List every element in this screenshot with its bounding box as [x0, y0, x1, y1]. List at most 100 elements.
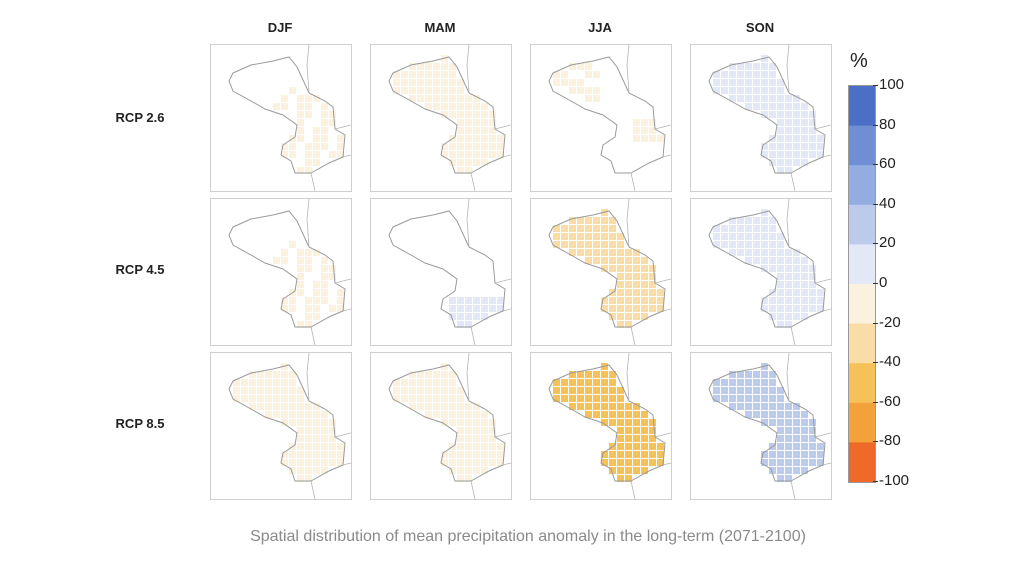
grid-cell [617, 435, 624, 442]
grid-cell [753, 241, 760, 248]
grid-cell [633, 435, 640, 442]
grid-cell [281, 387, 288, 394]
grid-cell [289, 305, 296, 312]
grid-cell [313, 135, 320, 142]
grid-cell [281, 151, 288, 158]
neighbor-border [470, 480, 476, 499]
grid-cell [745, 233, 752, 240]
grid-cell [425, 411, 432, 418]
grid-cell [777, 87, 784, 94]
neighbor-border [466, 353, 470, 402]
grid-cell [601, 257, 608, 264]
grid-cell [449, 111, 456, 118]
grid-cell [457, 151, 464, 158]
grid-cell [329, 419, 336, 426]
country-border [388, 210, 506, 328]
grid-cell [449, 151, 456, 158]
grid-cell [481, 313, 488, 320]
grid-cell [473, 297, 480, 304]
grid-cell [297, 273, 304, 280]
grid-cell [785, 419, 792, 426]
grid-cell [417, 379, 424, 386]
grid-cell [777, 313, 784, 320]
grid-cell [785, 265, 792, 272]
grid-cell [761, 87, 768, 94]
grid-cell [337, 297, 344, 304]
grid-cell [617, 411, 624, 418]
grid-cell [585, 71, 592, 78]
map-panel-rcp26-jja [530, 44, 672, 192]
grid-cell [753, 257, 760, 264]
grid-cell [761, 305, 768, 312]
grid-cell [465, 467, 472, 474]
neighbor-border [310, 326, 316, 345]
grid-cell [553, 71, 560, 78]
grid-cell [721, 241, 728, 248]
grid-cell [553, 395, 560, 402]
grid-cell [433, 79, 440, 86]
grid-cell [441, 71, 448, 78]
grid-cell [473, 459, 480, 466]
grid-cell [321, 459, 328, 466]
grid-cell [305, 451, 312, 458]
grid-cell [401, 395, 408, 402]
grid-cell [297, 119, 304, 126]
grid-cell [465, 151, 472, 158]
grid-cell [625, 403, 632, 410]
grid-cell [761, 143, 768, 150]
grid-cell [497, 151, 504, 158]
grid-cell [449, 467, 456, 474]
grid-cell [457, 297, 464, 304]
grid-cell [777, 257, 784, 264]
grid-cell [769, 265, 776, 272]
grid-cell [321, 411, 328, 418]
grid-cell [625, 451, 632, 458]
grid-cell [449, 451, 456, 458]
grid-cell [753, 387, 760, 394]
grid-cell [617, 305, 624, 312]
grid-cell [409, 403, 416, 410]
grid-cell [729, 371, 736, 378]
grid-cell [785, 297, 792, 304]
grid-cell [473, 119, 480, 126]
grid-cell [297, 321, 304, 328]
grid-cell [577, 403, 584, 410]
grid-cell [801, 419, 808, 426]
grid-cell [761, 265, 768, 272]
grid-cell [777, 411, 784, 418]
neighbor-border [814, 124, 831, 130]
grid-cell [273, 379, 280, 386]
grid-cell [761, 297, 768, 304]
grid-cell [617, 475, 624, 482]
grid-cell [641, 467, 648, 474]
grid-cell [649, 135, 656, 142]
grid-cell [473, 467, 480, 474]
grid-cell [313, 143, 320, 150]
grid-cell [305, 419, 312, 426]
grid-cell [761, 79, 768, 86]
grid-cell [617, 289, 624, 296]
grid-cell [769, 151, 776, 158]
grid-cell [465, 95, 472, 102]
grid-cell [633, 265, 640, 272]
grid-cell [337, 143, 344, 150]
grid-cell [585, 395, 592, 402]
grid-cell [457, 143, 464, 150]
grid-cell [561, 233, 568, 240]
grid-cell [641, 435, 648, 442]
grid-cell [305, 143, 312, 150]
legend-band [849, 86, 875, 127]
grid-cell [801, 411, 808, 418]
grid-cell [753, 95, 760, 102]
grid-cell [785, 273, 792, 280]
grid-cell [641, 443, 648, 450]
grid-cell [329, 119, 336, 126]
grid-cell [425, 395, 432, 402]
grid-cell [721, 233, 728, 240]
grid-cell [729, 395, 736, 402]
grid-cell [313, 281, 320, 288]
grid-cell [641, 451, 648, 458]
grid-cell [777, 281, 784, 288]
grid-cell [457, 411, 464, 418]
grid-cell [729, 63, 736, 70]
